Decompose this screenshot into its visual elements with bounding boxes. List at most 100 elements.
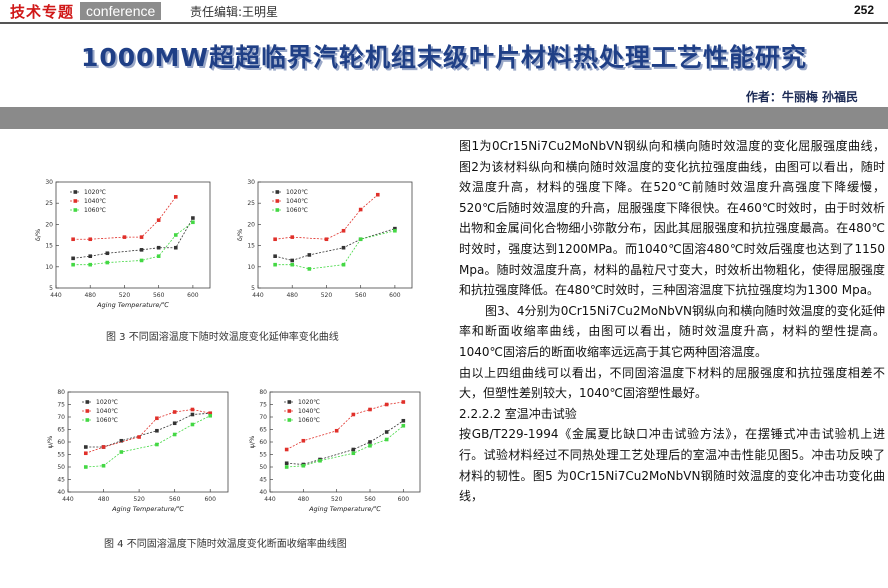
article-authors: 作者：牛丽梅 孙福民 [745, 90, 858, 104]
data-point [375, 192, 380, 197]
data-point [155, 428, 159, 433]
legend-label: 1020℃ [96, 399, 118, 406]
y-tick-label: 5 [49, 285, 53, 292]
paragraph-2: 图3、4分别为0Cr15Ni7Cu2MoNbVN钢纵向和横向随时效温度的变化延伸… [459, 303, 885, 359]
legend-marker [85, 418, 90, 422]
data-point [384, 437, 389, 442]
data-point [101, 463, 106, 468]
legend-marker [275, 190, 280, 194]
y-tick-label: 25 [45, 200, 53, 207]
data-point [351, 412, 356, 417]
x-axis-label: Aging Temperature/℃ [308, 505, 381, 513]
data-point [334, 428, 339, 433]
legend-marker [73, 190, 78, 194]
x-tick-label: 520 [119, 292, 131, 299]
figure-4-caption: 图 4 不同固溶温度下随时效温度变化断面收缩率曲线图 [104, 539, 347, 550]
data-point [172, 421, 177, 426]
header-rule [0, 22, 888, 24]
y-tick-label: 70 [259, 414, 267, 421]
plot-frame [67, 391, 229, 493]
y-tick-label: 45 [259, 477, 267, 484]
data-point [301, 463, 306, 468]
legend-marker [275, 199, 280, 203]
data-point [401, 418, 406, 423]
data-point [324, 237, 329, 242]
x-tick-label: 600 [389, 292, 401, 299]
data-point [273, 254, 277, 258]
x-tick-label: 520 [133, 496, 145, 503]
x-tick-label: 440 [50, 292, 62, 299]
legend-label: 1060℃ [298, 417, 320, 424]
data-point [273, 237, 277, 242]
y-tick-label: 55 [57, 452, 65, 459]
data-point [83, 445, 88, 449]
y-tick-label: 55 [259, 452, 267, 459]
series-line [73, 221, 194, 266]
y-tick-label: 45 [57, 477, 65, 484]
y-tick-label: 10 [247, 264, 255, 271]
data-point [351, 451, 356, 456]
article-body: 图1为0Cr15Ni7Cu2MoNbVN钢纵向和横向随时效温度的变化屈服强度曲线… [459, 136, 885, 507]
y-tick-label: 65 [57, 427, 65, 434]
data-point [384, 430, 389, 434]
x-tick-label: 600 [204, 496, 216, 503]
data-point [83, 451, 88, 456]
y-tick-label: 75 [259, 402, 267, 409]
data-point [172, 410, 177, 414]
data-point [71, 237, 75, 242]
data-point [105, 251, 110, 256]
series-line [275, 194, 379, 240]
data-point [191, 216, 195, 220]
data-point [190, 407, 195, 412]
data-point [139, 235, 144, 239]
data-point [101, 445, 106, 449]
x-tick-label: 440 [264, 496, 276, 503]
legend-label: 1060℃ [84, 207, 106, 214]
data-point [105, 260, 110, 265]
section-heading: 2.2.2.2 室温冲击试验 [459, 406, 577, 421]
data-point [368, 407, 372, 412]
y-tick-label: 5 [251, 285, 255, 292]
legend-marker [287, 418, 292, 422]
x-axis-label: Aging Temperature/℃ [96, 301, 169, 309]
gray-band [0, 107, 888, 129]
legend-label: 1060℃ [96, 417, 118, 424]
legend-label: 1020℃ [298, 399, 320, 406]
page-number: 252 [853, 3, 874, 17]
y-tick-label: 80 [259, 389, 267, 396]
data-point [290, 258, 295, 263]
plot-frame [55, 181, 211, 289]
data-point [208, 413, 213, 418]
data-point [358, 207, 363, 212]
x-tick-label: 560 [355, 292, 367, 299]
legend-label: 1020℃ [84, 189, 106, 196]
y-tick-label: 75 [57, 402, 65, 409]
data-point [401, 423, 406, 428]
paragraph-5: 按GB/T229-1994《金属夏比缺口冲击试验方法》，在摆锤式冲击试验机上进行… [459, 427, 885, 504]
data-point [122, 235, 127, 239]
brand-cn: 技术专题 [10, 2, 75, 21]
series-line [275, 230, 395, 270]
data-point [119, 450, 124, 454]
data-point [341, 228, 346, 233]
plot-frame [269, 391, 421, 493]
plot-frame [257, 181, 413, 289]
data-point [191, 220, 195, 225]
data-point [341, 262, 346, 267]
y-axis-label: ψ/% [248, 436, 256, 449]
y-tick-label: 70 [57, 414, 65, 421]
figure-3-caption: 图 3 不同固溶温度下随时效温度变化延伸率变化曲线 [106, 332, 339, 343]
y-tick-label: 15 [45, 243, 53, 250]
data-point [301, 438, 306, 443]
page-header: 技术专题 conference 责任编辑:王明星 252 [0, 0, 888, 22]
data-point [190, 422, 195, 427]
data-point [273, 262, 277, 267]
y-axis-label: δ/% [236, 229, 244, 241]
paragraph-3: 由以上四组曲线可以看出，不同固溶温度下材料的屈服强度和抗拉强度相差不大，但塑性差… [459, 365, 885, 401]
data-point [173, 233, 178, 237]
y-tick-label: 50 [259, 464, 267, 471]
y-tick-label: 30 [247, 179, 255, 186]
chart-fig3-left: 440 480 520 560 600 5 10 15 20 25 30 Aging Temperat… [34, 179, 211, 309]
y-axis-label: ψ/% [46, 436, 54, 449]
data-point [156, 218, 161, 222]
